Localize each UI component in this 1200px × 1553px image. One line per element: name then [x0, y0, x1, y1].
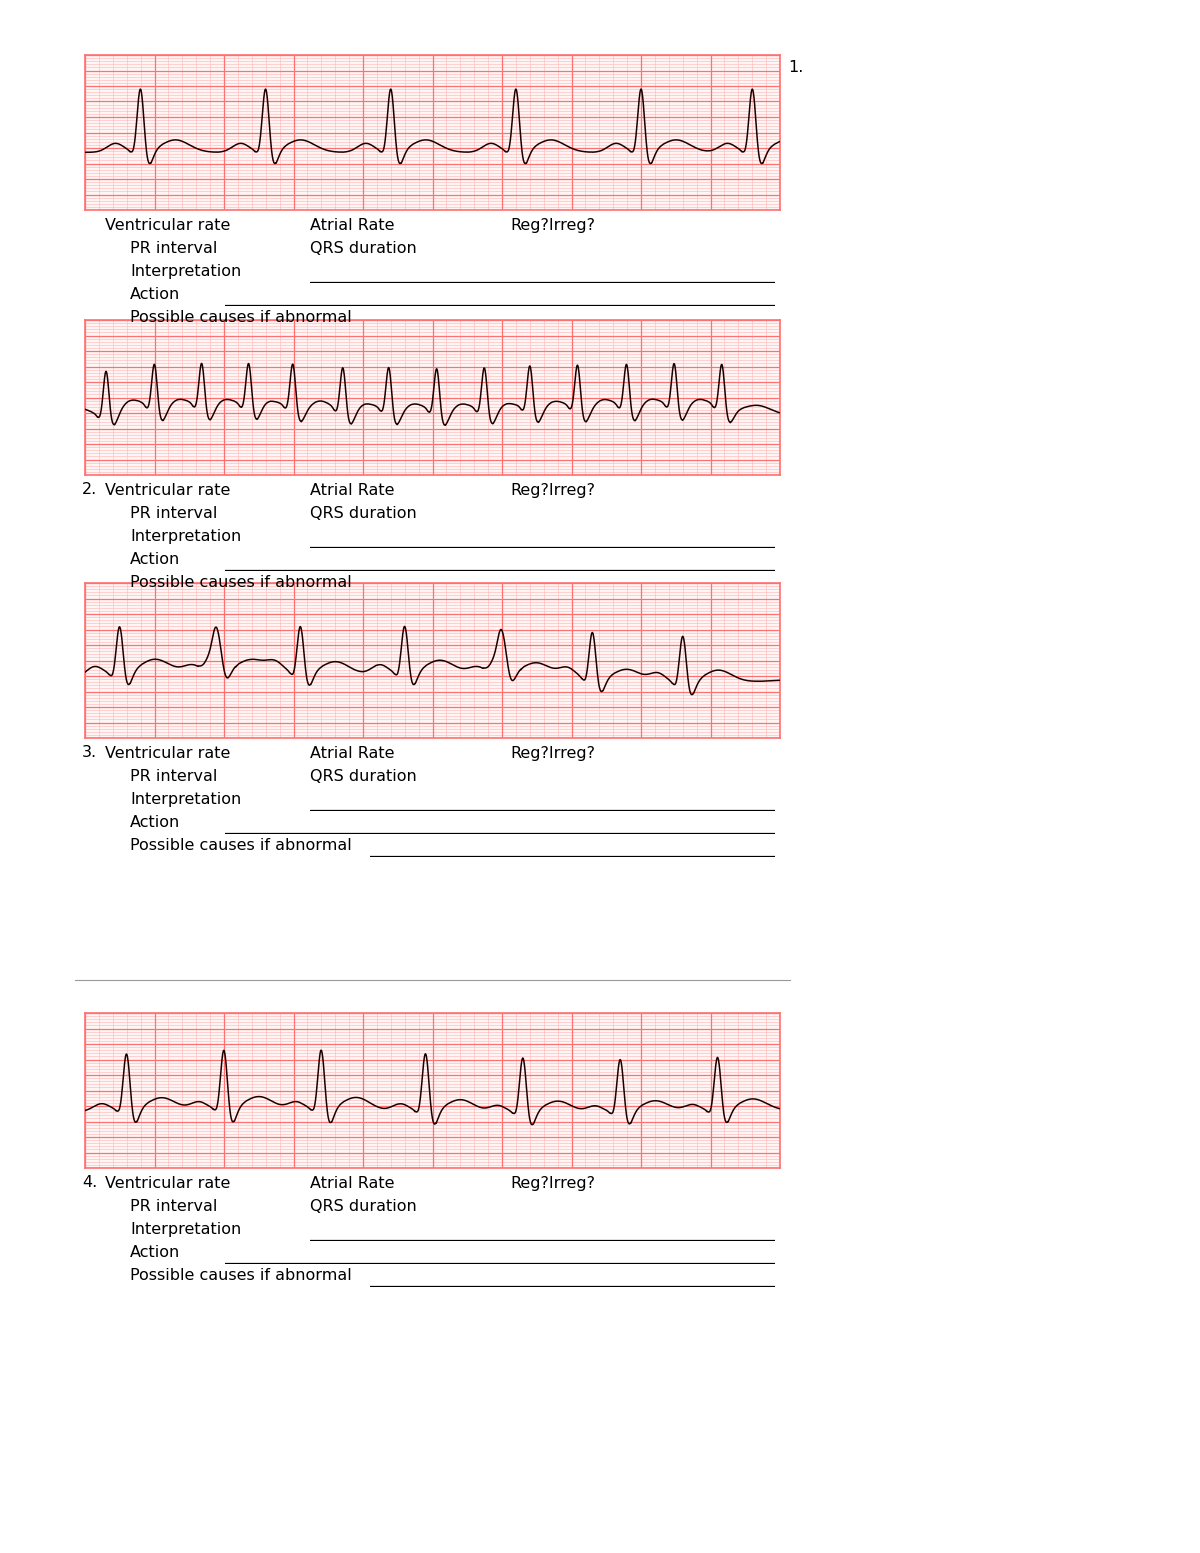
Text: Interpretation: Interpretation [130, 264, 241, 280]
Text: 2.: 2. [82, 481, 97, 497]
Text: 3.: 3. [82, 745, 97, 759]
Text: Action: Action [130, 815, 180, 829]
Text: Reg?Irreg?: Reg?Irreg? [510, 1176, 595, 1191]
Text: Possible causes if abnormal: Possible causes if abnormal [130, 311, 352, 325]
Text: Reg?Irreg?: Reg?Irreg? [510, 217, 595, 233]
Text: 1.: 1. [788, 61, 803, 75]
Text: Action: Action [130, 287, 180, 301]
Text: Possible causes if abnormal: Possible causes if abnormal [130, 1267, 352, 1283]
Text: Reg?Irreg?: Reg?Irreg? [510, 745, 595, 761]
Text: QRS duration: QRS duration [310, 506, 416, 520]
Text: Interpretation: Interpretation [130, 792, 241, 808]
Text: PR interval: PR interval [130, 769, 217, 784]
Text: Atrial Rate: Atrial Rate [310, 1176, 395, 1191]
Text: Ventricular rate: Ventricular rate [106, 1176, 230, 1191]
Text: Possible causes if abnormal: Possible causes if abnormal [130, 839, 352, 853]
Text: Interpretation: Interpretation [130, 530, 241, 544]
Text: Action: Action [130, 551, 180, 567]
Text: Interpretation: Interpretation [130, 1222, 241, 1238]
Text: PR interval: PR interval [130, 506, 217, 520]
Text: Atrial Rate: Atrial Rate [310, 483, 395, 499]
Text: Ventricular rate: Ventricular rate [106, 217, 230, 233]
Text: PR interval: PR interval [130, 1199, 217, 1214]
Text: Ventricular rate: Ventricular rate [106, 745, 230, 761]
Text: Atrial Rate: Atrial Rate [310, 745, 395, 761]
Text: 4.: 4. [82, 1176, 97, 1190]
Text: QRS duration: QRS duration [310, 769, 416, 784]
Text: QRS duration: QRS duration [310, 241, 416, 256]
Text: Ventricular rate: Ventricular rate [106, 483, 230, 499]
Text: QRS duration: QRS duration [310, 1199, 416, 1214]
Text: Possible causes if abnormal: Possible causes if abnormal [130, 575, 352, 590]
Text: Atrial Rate: Atrial Rate [310, 217, 395, 233]
Text: Action: Action [130, 1246, 180, 1259]
Text: PR interval: PR interval [130, 241, 217, 256]
Text: Reg?Irreg?: Reg?Irreg? [510, 483, 595, 499]
